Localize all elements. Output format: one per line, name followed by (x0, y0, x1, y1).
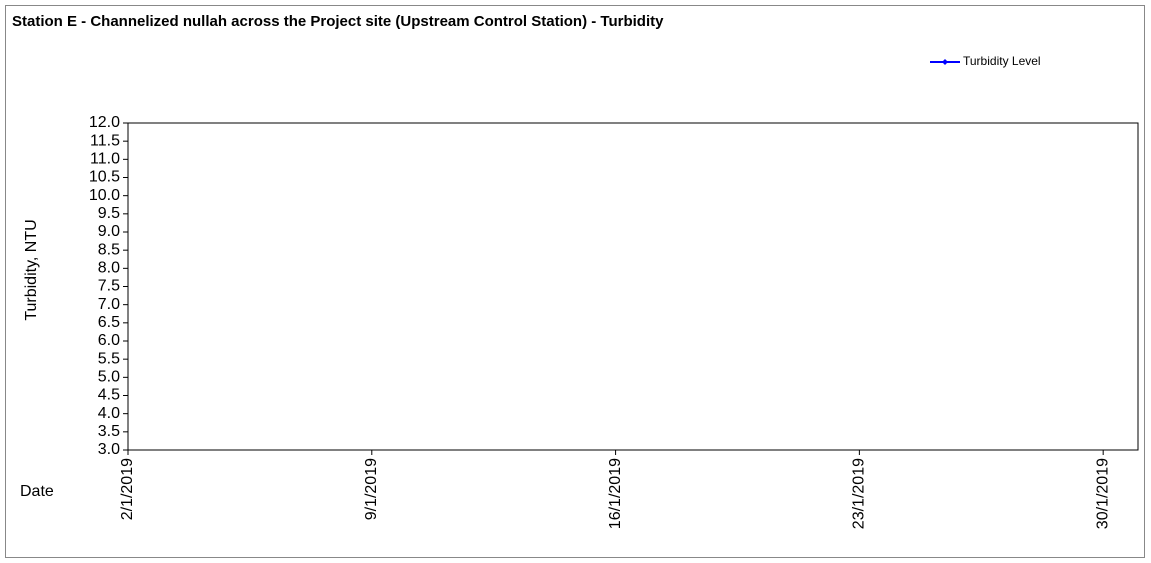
x-tick-label: 9/1/2019 (363, 458, 380, 520)
y-tick-label: 4.5 (98, 387, 120, 404)
y-tick-label: 5.5 (98, 350, 120, 367)
y-tick-label: 5.0 (98, 369, 120, 386)
y-tick-label: 6.0 (98, 332, 120, 349)
x-tick-label: 2/1/2019 (119, 458, 136, 520)
y-tick-label: 3.0 (98, 441, 120, 458)
y-tick-label: 8.0 (98, 260, 120, 277)
y-tick-label: 9.0 (98, 223, 120, 240)
y-tick-label: 12.0 (89, 114, 120, 131)
y-tick-label: 11.5 (90, 132, 120, 149)
x-tick-label: 23/1/2019 (851, 458, 868, 529)
y-tick-label: 4.0 (98, 405, 120, 422)
legend-marker (942, 59, 948, 65)
y-tick-label: 6.5 (98, 314, 120, 331)
y-tick-label: 11.0 (90, 151, 120, 168)
y-tick-label: 9.5 (98, 205, 120, 222)
y-tick-label: 10.0 (89, 187, 120, 204)
y-axis-label: Turbidity, NTU (23, 219, 40, 320)
x-tick-label: 16/1/2019 (607, 458, 624, 529)
y-tick-label: 10.5 (89, 169, 120, 186)
legend-label: Turbidity Level (963, 54, 1041, 68)
y-tick-label: 3.5 (98, 423, 120, 440)
y-tick-label: 7.0 (98, 296, 120, 313)
x-axis-label: Date (20, 483, 54, 500)
x-tick-label: 30/1/2019 (1094, 458, 1111, 529)
y-tick-label: 7.5 (98, 278, 120, 295)
plot-area (127, 122, 1139, 451)
y-tick-label: 8.5 (98, 241, 120, 258)
chart-title: Station E - Channelized nullah across th… (12, 13, 664, 30)
